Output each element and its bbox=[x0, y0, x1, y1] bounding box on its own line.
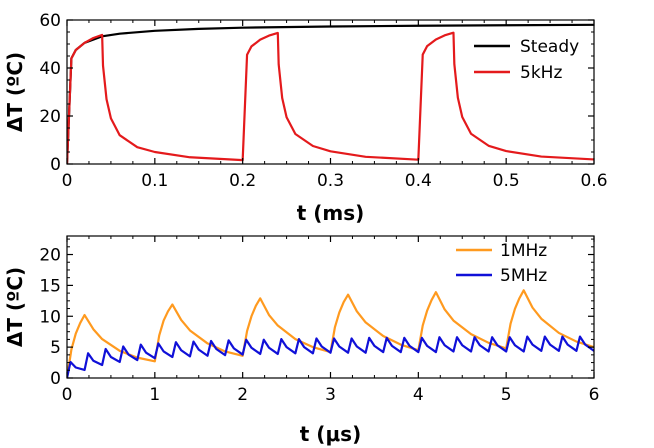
legend: 1MHz 5MHz bbox=[456, 241, 547, 286]
x-tick-label: 2 bbox=[237, 385, 248, 405]
y-axis-label: ΔT (ºC) bbox=[3, 267, 27, 347]
x-tick-label: 0.4 bbox=[405, 171, 432, 191]
x-tick-label: 0.1 bbox=[141, 171, 168, 191]
x-tick-label: 0.3 bbox=[317, 171, 344, 191]
x-axis-label: t (ms) bbox=[297, 201, 365, 225]
series-line-1mhz bbox=[67, 289, 594, 378]
y-tick-label: 60 bbox=[39, 11, 61, 31]
x-tick-label: 0.5 bbox=[493, 171, 520, 191]
legend-label: 5MHz bbox=[500, 266, 547, 286]
y-tick-label: 40 bbox=[39, 59, 61, 79]
x-tick-label: 0 bbox=[62, 171, 73, 191]
chart-panel-1: 0 0.1 0.2 0.3 0.4 0.5 0.6 0 20 40 60 t (ms) ΔT (ºC) S… bbox=[3, 11, 608, 225]
legend: Steady 5kHz bbox=[474, 37, 579, 83]
y-tick-label: 20 bbox=[39, 246, 61, 266]
y-axis-label: ΔT (ºC) bbox=[3, 52, 27, 132]
x-tick-label: 3 bbox=[325, 385, 336, 405]
x-tick-label: 0 bbox=[62, 385, 73, 405]
series-line-steady bbox=[67, 23, 594, 164]
legend-label: Steady bbox=[520, 37, 579, 57]
legend-label: 1MHz bbox=[500, 241, 547, 261]
y-tick-label: 10 bbox=[39, 307, 61, 327]
series-line-5mhz bbox=[67, 335, 594, 378]
series-line-5khz bbox=[67, 31, 594, 164]
plot-frame bbox=[66, 19, 595, 165]
y-tick-label: 20 bbox=[39, 107, 61, 127]
x-axis-label: t (μs) bbox=[300, 422, 361, 446]
x-tick-label: 1 bbox=[149, 385, 160, 405]
x-tick-label: 6 bbox=[589, 385, 600, 405]
y-tick-label: 15 bbox=[39, 276, 61, 296]
chart-panel-2: 0 1 2 3 4 5 6 0 5 10 15 20 t (μs) ΔT (ºC) 1MHz 5MHz bbox=[3, 235, 600, 446]
y-tick-label: 0 bbox=[50, 369, 61, 389]
x-tick-label: 0.6 bbox=[580, 171, 607, 191]
x-tick-label: 5 bbox=[501, 385, 512, 405]
y-tick-label: 0 bbox=[50, 155, 61, 175]
x-tick-label: 4 bbox=[413, 385, 424, 405]
x-tick-label: 0.2 bbox=[229, 171, 256, 191]
y-tick-label: 5 bbox=[50, 338, 61, 358]
legend-label: 5kHz bbox=[520, 63, 562, 83]
